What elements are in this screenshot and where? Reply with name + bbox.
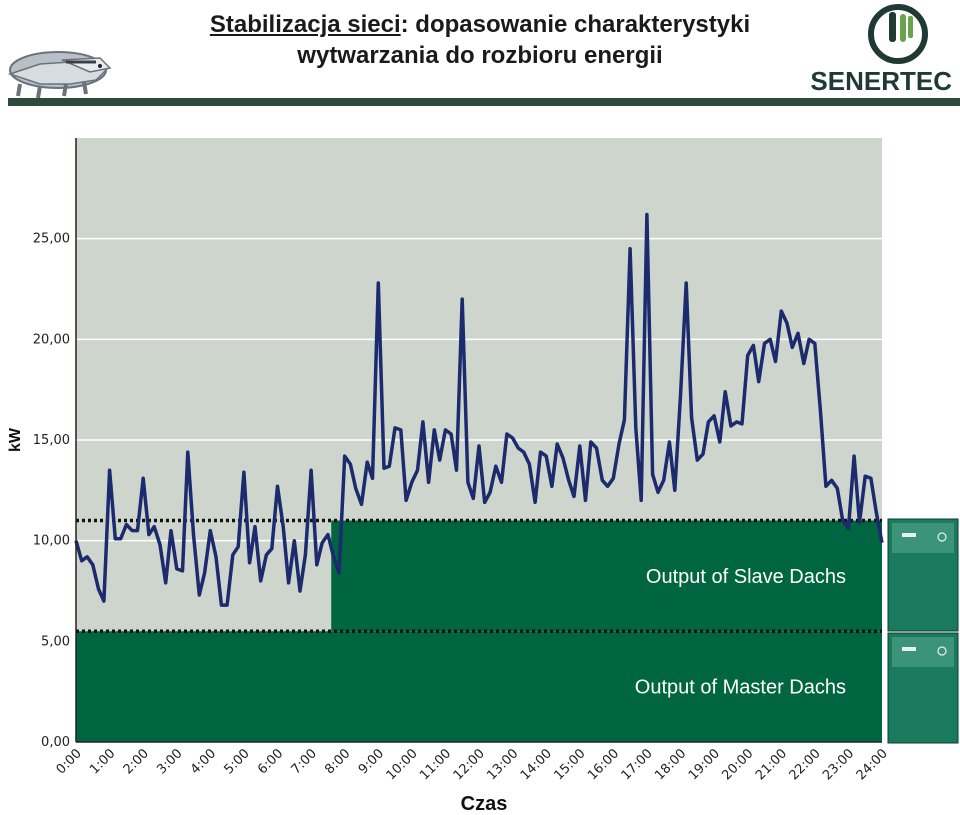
y-axis-label: kW xyxy=(7,427,24,452)
unit-badge xyxy=(902,533,916,537)
area-label: Output of Slave Dachs xyxy=(646,566,846,588)
output-area xyxy=(76,631,882,742)
unit-badge xyxy=(902,647,916,651)
unit-emblem xyxy=(937,646,947,656)
area-label: Output of Master Dachs xyxy=(635,677,846,699)
x-tick-label: 3:00 xyxy=(154,746,185,777)
x-tick-label: 2:00 xyxy=(121,746,152,777)
unit-panel xyxy=(892,637,954,667)
y-tick-label: 15,00 xyxy=(33,433,70,448)
y-tick-label: 25,00 xyxy=(33,232,70,247)
title-line-2: wytwarzania do rozbioru energii xyxy=(297,42,663,69)
x-tick-label: 5:00 xyxy=(221,746,252,777)
x-tick-label: 0:00 xyxy=(54,746,85,777)
y-tick-label: 5,00 xyxy=(41,634,70,649)
x-tick-label: 15:00 xyxy=(551,746,588,783)
x-tick-label: 10:00 xyxy=(384,746,421,783)
x-tick-label: 22:00 xyxy=(787,746,824,783)
y-tick-label: 0,00 xyxy=(41,735,70,750)
unit-emblem xyxy=(937,532,947,542)
series-line xyxy=(74,212,884,607)
header-bar xyxy=(8,98,960,106)
dachs-unit-icon xyxy=(887,518,959,632)
senertec-emblem xyxy=(868,4,928,64)
x-tick-label: 4:00 xyxy=(188,746,219,777)
title-rest: : dopasowanie charakterystyki xyxy=(400,11,751,38)
x-tick-label: 20:00 xyxy=(719,746,756,783)
x-tick-label: 1:00 xyxy=(87,746,118,777)
x-tick-label: 14:00 xyxy=(518,746,555,783)
x-tick-label: 24:00 xyxy=(854,746,891,783)
x-axis-label: Czas xyxy=(461,793,508,815)
slide-title: Stabilizacja sieci: dopasowanie charakte… xyxy=(120,10,840,72)
x-tick-label: 19:00 xyxy=(686,746,723,783)
title-underlined: Stabilizacja sieci xyxy=(209,11,401,38)
x-tick-label: 6:00 xyxy=(255,746,286,777)
x-tick-label: 13:00 xyxy=(484,746,521,783)
y-tick-label: 10,00 xyxy=(33,534,70,549)
x-tick-label: 11:00 xyxy=(417,746,454,783)
dachs-unit-icon xyxy=(887,632,959,744)
unit-panel xyxy=(892,523,954,553)
x-tick-label: 16:00 xyxy=(585,746,622,783)
output-area xyxy=(331,520,882,632)
brand-name: SENERTEC xyxy=(810,66,952,96)
x-tick-label: 12:00 xyxy=(451,746,488,783)
x-tick-label: 17:00 xyxy=(619,746,656,783)
x-tick-label: 18:00 xyxy=(652,746,689,783)
x-tick-label: 8:00 xyxy=(322,746,353,777)
x-tick-label: 21:00 xyxy=(753,746,790,783)
x-tick-label: 7:00 xyxy=(289,746,320,777)
x-tick-label: 23:00 xyxy=(820,746,857,783)
y-tick-label: 20,00 xyxy=(33,332,70,347)
badger-logo xyxy=(7,51,112,99)
